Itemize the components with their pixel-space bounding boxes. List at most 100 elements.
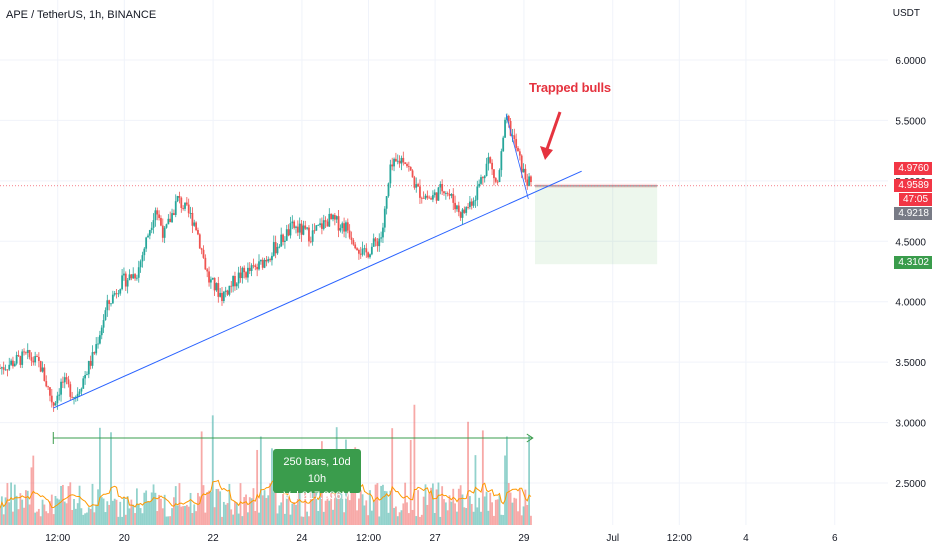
candle-body [147, 235, 149, 238]
volume-bar [428, 493, 431, 525]
candle-body [78, 391, 81, 394]
volume-bar [211, 415, 214, 525]
candle-body [321, 223, 323, 229]
date-range-measure[interactable]: 250 bars, 10d 10h Vol 217.836M [273, 449, 361, 502]
candle-body [4, 369, 7, 371]
volume-bar [350, 492, 353, 525]
volume-bar [119, 501, 122, 525]
candle-body [71, 396, 74, 398]
volume-bar [245, 494, 247, 525]
volume-bar [400, 510, 403, 525]
volume-bar [337, 490, 340, 525]
candle-body [269, 259, 271, 261]
volume-bar [330, 488, 333, 525]
candle-body [469, 201, 471, 208]
volume-bar [102, 498, 105, 525]
volume-bar [433, 513, 436, 525]
volume-bar [204, 512, 207, 525]
volume-bar [463, 507, 466, 525]
candle-body [328, 213, 331, 227]
volume-bar [513, 497, 516, 525]
candle-body [433, 192, 436, 196]
candle-body [304, 225, 307, 229]
volume-bar [504, 455, 506, 525]
volume-bar [206, 492, 209, 525]
candle-body [398, 160, 401, 164]
volume-bar [515, 498, 518, 525]
volume-bar [215, 489, 218, 525]
volume-bar [180, 506, 183, 525]
candle-body [395, 158, 397, 162]
candle-body [400, 157, 403, 164]
candle-body [217, 283, 220, 297]
volume-bar [324, 500, 327, 525]
volume-bar [93, 512, 96, 525]
x-tick-label: 12:00 [356, 533, 381, 544]
volume-bar [261, 495, 264, 525]
candle-body [378, 238, 381, 247]
candle-body [278, 246, 281, 248]
volume-bar [511, 502, 514, 525]
candle-body [108, 300, 111, 304]
candle-body [241, 267, 244, 279]
volume-bar [248, 497, 251, 525]
volume-bar [282, 494, 284, 525]
candle-body [298, 223, 301, 233]
volume-bar [163, 494, 166, 525]
candle-body [56, 395, 59, 404]
candle-body [171, 213, 173, 223]
volume-bar [243, 497, 246, 525]
candle-body [385, 196, 388, 209]
volume-bar [302, 516, 305, 525]
candle-body [169, 218, 172, 223]
volume-bar [287, 491, 290, 525]
candle-body [104, 310, 107, 321]
candle-body [313, 230, 316, 232]
volume-bar [158, 494, 160, 525]
candle-body [37, 356, 40, 361]
volume-bar [45, 511, 48, 525]
volume-bar [284, 513, 286, 525]
candle-body [156, 210, 159, 215]
candle-body [259, 259, 262, 262]
candle-body [30, 357, 33, 361]
volume-bar [467, 421, 469, 525]
candle-body [459, 212, 462, 218]
candle-body [376, 241, 379, 247]
volume-bar [63, 501, 66, 525]
volume-bar [406, 502, 408, 525]
candle-body [282, 234, 284, 242]
candle-body [509, 120, 512, 136]
candle-body [493, 169, 495, 179]
volume-bar [0, 508, 1, 525]
candle-body [528, 176, 530, 186]
chart-title: APE / TetherUS, 1h, BINANCE [6, 9, 157, 21]
x-tick-label: 29 [518, 533, 530, 544]
candle-body [356, 248, 358, 250]
candle-body [419, 186, 421, 198]
candle-body [139, 261, 142, 268]
volume-bar [498, 494, 501, 525]
x-tick-label: 6 [832, 533, 838, 544]
candle-body [374, 238, 377, 242]
candle-body [276, 246, 279, 254]
volume-bar [356, 510, 358, 525]
candle-body [467, 207, 469, 208]
volume-bar [500, 514, 503, 525]
volume-bar [382, 484, 384, 525]
volume-bar [198, 496, 201, 525]
volume-bar [100, 497, 103, 525]
price-tag-4-9218: 4.9218 [894, 207, 932, 220]
volume-bar [154, 492, 157, 525]
candle-body [417, 184, 419, 187]
range-measure-bars: 250 bars, 10d 10h [283, 456, 351, 485]
candle-body [354, 244, 357, 249]
support-trendline [53, 170, 582, 409]
volume-bar [459, 485, 462, 525]
candle-body [295, 226, 297, 228]
candle-body [365, 248, 368, 253]
volume-bar [454, 503, 456, 525]
candle-body [182, 207, 185, 209]
